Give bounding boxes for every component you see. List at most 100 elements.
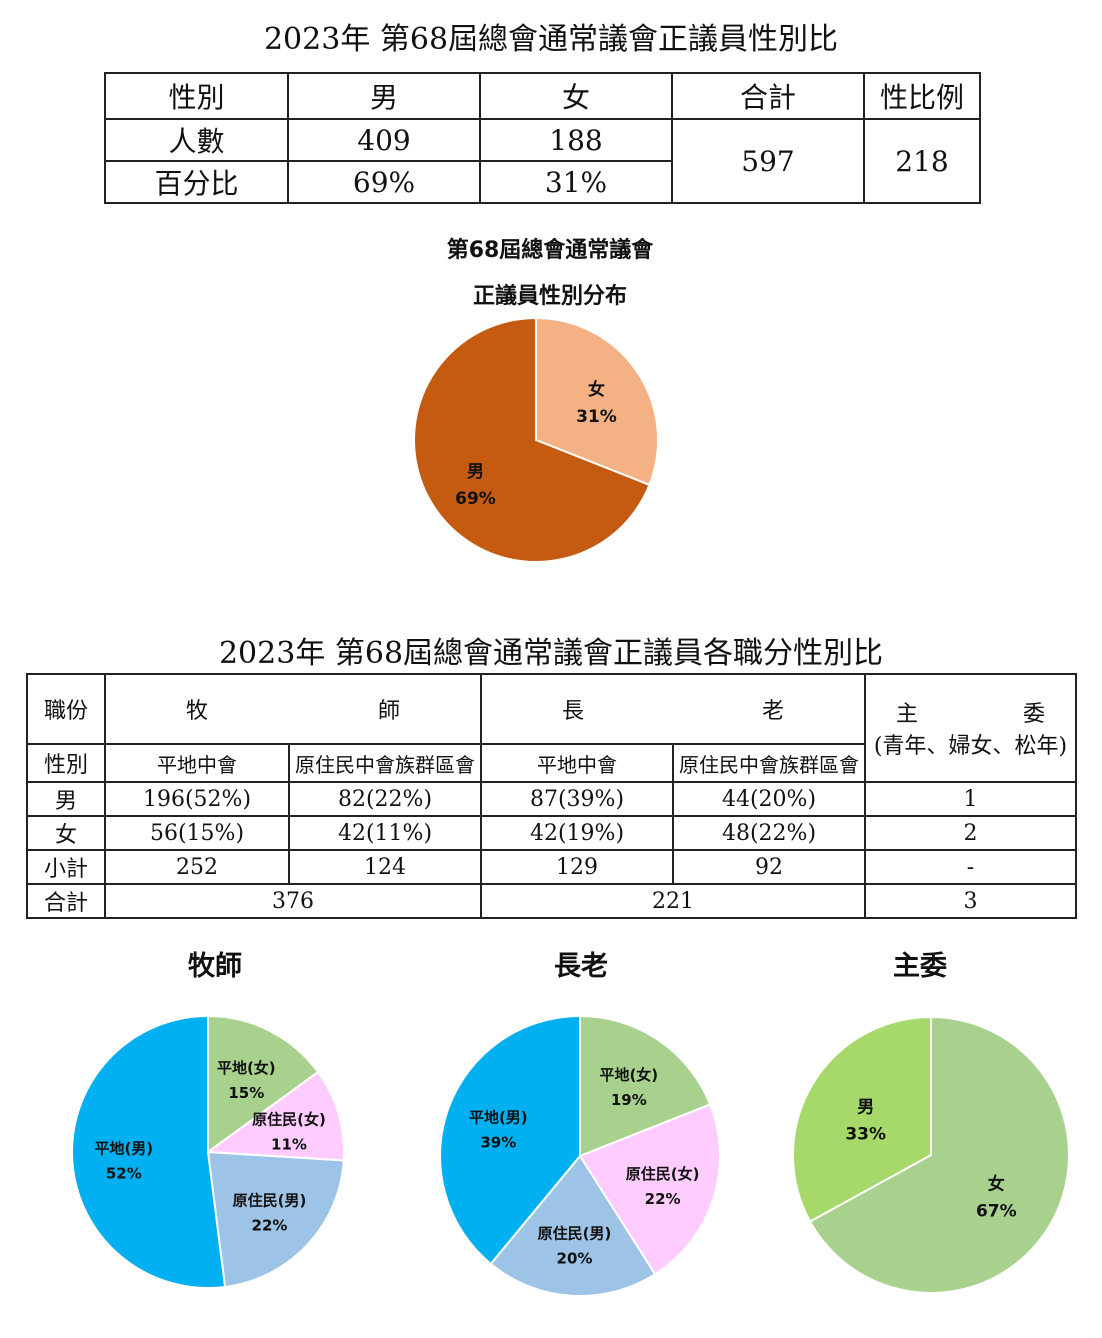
chart2-title: 牧師 [188, 951, 242, 982]
pie-slice [207, 1014, 320, 1154]
pie-slice [439, 1014, 581, 1266]
slice-value-label: 22% [645, 1190, 681, 1208]
chart3-title: 長老 [554, 951, 608, 982]
header-committee-char1: 主 [896, 702, 919, 727]
table-cell: 196(52%) [104, 781, 290, 817]
pie-slice [808, 1015, 1070, 1294]
table-cell: 124 [288, 849, 482, 885]
gender-summary-table: 性別 男 女 合計 性比例 人數 409 188 597 218 百分比 69%… [104, 72, 981, 204]
percent-female: 31% [479, 160, 673, 204]
row-label: 小計 [26, 849, 106, 885]
table-row: 女 56(15%) 42(11%) 42(19%) 48(22%) 2 [26, 815, 1077, 851]
header-committee-sub: (青年、婦女、松年) [873, 734, 1068, 759]
slice-value-label: 52% [106, 1164, 142, 1182]
row-label: 合計 [26, 883, 106, 919]
table-cell: 42(11%) [288, 815, 482, 851]
header-female: 女 [479, 72, 673, 120]
slice-label: 原住民(女) [626, 1165, 700, 1183]
slice-value-label: 33% [845, 1124, 886, 1144]
table-row: 小計 252 124 129 92 - [26, 849, 1077, 885]
subheader-elder-plain: 平地中會 [480, 743, 674, 783]
table-cell: 1 [864, 781, 1077, 817]
table-row: 男 196(52%) 82(22%) 87(39%) 44(20%) 1 [26, 781, 1077, 817]
table-cell: 2 [864, 815, 1077, 851]
table-cell: 82(22%) [288, 781, 482, 817]
slice-value-label: 15% [228, 1084, 264, 1102]
table-cell: 56(15%) [104, 815, 290, 851]
slice-label: 平地(女) [599, 1066, 658, 1084]
header-total: 合計 [671, 72, 865, 120]
header-pastor-char1: 牧 [186, 699, 209, 724]
table2-title: 2023年 第68屆總會通常議會正議員各職分性別比 [218, 636, 884, 671]
header-ratio: 性比例 [863, 72, 981, 120]
pie-slice [205, 1070, 345, 1162]
total-elder: 221 [480, 883, 866, 919]
chart1-title-line1: 第68屆總會通常議會 [446, 238, 654, 263]
table1-title: 2023年 第68屆總會通常議會正議員性別比 [263, 22, 839, 57]
header-gender: 性別 [104, 72, 289, 120]
slice-label: 男 [857, 1097, 874, 1117]
total-count: 597 [671, 118, 865, 204]
pie-slice [489, 1154, 657, 1297]
row-percent-label: 百分比 [104, 160, 289, 204]
slice-label: 平地(女) [217, 1059, 276, 1077]
slice-value-label: 20% [557, 1250, 593, 1268]
pie-slice [535, 316, 659, 487]
total-committee: 3 [864, 883, 1077, 919]
slice-value-label: 67% [976, 1202, 1017, 1222]
slice-label: 女 [588, 379, 605, 400]
slice-label: 男 [467, 462, 484, 482]
table-cell: 252 [104, 849, 290, 885]
table-cell: 44(20%) [672, 781, 866, 817]
table-cell: 92 [672, 849, 866, 885]
header-gender: 性別 [26, 743, 106, 783]
header-pastor-char2: 師 [377, 699, 400, 724]
header-pastor: 牧師 [104, 673, 482, 745]
slice-label: 女 [988, 1174, 1005, 1195]
pie-slice [206, 1150, 345, 1289]
slice-value-label: 11% [271, 1136, 307, 1154]
table-cell: 48(22%) [672, 815, 866, 851]
role-gender-table: 職份 牧師 長老 主委 (青年、婦女、松年) 性別 平地中會 原住民中會族群區會… [26, 673, 1077, 919]
header-committee: 主 委 (青年、婦女、松年) [864, 673, 1077, 783]
subheader-pastor-indigenous: 原住民中會族群區會 [288, 743, 482, 783]
slice-value-label: 22% [252, 1217, 288, 1235]
row-label: 男 [26, 781, 106, 817]
slice-value-label: 19% [611, 1091, 647, 1109]
count-male: 409 [287, 118, 481, 162]
header-elder-char2: 老 [761, 699, 784, 724]
row-label: 女 [26, 815, 106, 851]
header-committee-char2: 委 [1022, 702, 1045, 727]
count-female: 188 [479, 118, 673, 162]
table-cell: 42(19%) [480, 815, 674, 851]
slice-label: 原住民(男) [538, 1225, 612, 1243]
percent-male: 69% [287, 160, 481, 204]
pie-slice [579, 1014, 712, 1158]
slice-label: 原住民(女) [252, 1111, 326, 1129]
header-elder: 長老 [480, 673, 866, 745]
chart1-title-line2: 正議員性別分布 [472, 284, 627, 309]
chart4-title: 主委 [893, 951, 947, 982]
subheader-elder-indigenous: 原住民中會族群區會 [672, 743, 866, 783]
slice-label: 原住民(男) [233, 1192, 307, 1210]
slice-value-label: 69% [455, 489, 496, 509]
table-cell: 129 [480, 849, 674, 885]
slice-label: 平地(男) [469, 1109, 528, 1127]
table-row: 合計 376 221 3 [26, 883, 1077, 919]
table-cell: 87(39%) [480, 781, 674, 817]
pie-slice [412, 316, 651, 563]
pie-slice [578, 1103, 721, 1276]
slice-value-label: 31% [576, 407, 617, 427]
slice-value-label: 39% [480, 1134, 516, 1152]
slice-label: 平地(男) [94, 1139, 153, 1157]
header-male: 男 [287, 72, 481, 120]
total-pastor: 376 [104, 883, 482, 919]
chart1-title: 第68屆總會通常議會 正議員性別分布 [350, 228, 750, 320]
header-role: 職份 [26, 673, 106, 745]
pie-slice [792, 1015, 932, 1223]
sex-ratio: 218 [863, 118, 981, 204]
row-count-label: 人數 [104, 118, 289, 162]
table-cell: - [864, 849, 1077, 885]
pie-slice [71, 1014, 227, 1289]
